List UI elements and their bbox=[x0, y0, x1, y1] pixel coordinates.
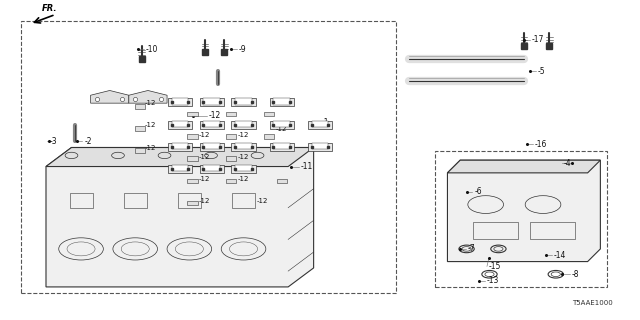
Bar bbox=[232, 99, 255, 106]
Text: -12: -12 bbox=[199, 132, 211, 138]
Bar bbox=[172, 99, 188, 105]
Bar bbox=[273, 121, 290, 127]
Text: -6: -6 bbox=[474, 188, 482, 196]
Bar bbox=[135, 148, 145, 153]
Bar bbox=[168, 121, 192, 129]
Text: -4: -4 bbox=[564, 159, 572, 168]
Bar bbox=[226, 179, 236, 183]
Text: -9: -9 bbox=[239, 45, 246, 54]
Text: -2: -2 bbox=[84, 137, 92, 146]
Bar bbox=[264, 112, 274, 116]
Bar bbox=[178, 194, 201, 208]
Text: -13: -13 bbox=[487, 276, 499, 285]
Text: -12: -12 bbox=[237, 176, 248, 182]
Bar bbox=[204, 165, 220, 171]
Text: -12: -12 bbox=[237, 132, 248, 138]
Bar bbox=[276, 179, 287, 183]
Bar bbox=[473, 222, 518, 239]
Text: -15: -15 bbox=[489, 262, 501, 271]
Bar bbox=[200, 121, 224, 129]
Text: -8: -8 bbox=[572, 270, 579, 279]
Bar bbox=[188, 134, 198, 139]
Text: -10: -10 bbox=[146, 45, 159, 54]
Text: -12: -12 bbox=[209, 111, 221, 120]
Text: -14: -14 bbox=[554, 251, 566, 260]
Text: -1: -1 bbox=[321, 118, 329, 127]
Bar bbox=[273, 143, 290, 149]
Bar bbox=[188, 201, 198, 205]
Bar bbox=[200, 99, 224, 106]
Bar bbox=[70, 194, 93, 208]
Bar bbox=[264, 134, 274, 139]
Bar bbox=[200, 165, 224, 173]
Polygon shape bbox=[129, 91, 167, 103]
Text: -12: -12 bbox=[256, 198, 268, 204]
Text: -12: -12 bbox=[145, 100, 156, 106]
Bar bbox=[236, 165, 252, 171]
Bar bbox=[269, 143, 294, 151]
Bar bbox=[168, 99, 192, 106]
Text: -3: -3 bbox=[49, 137, 57, 146]
Bar bbox=[308, 121, 332, 129]
Text: -17: -17 bbox=[532, 35, 544, 44]
Polygon shape bbox=[447, 160, 600, 173]
Polygon shape bbox=[46, 148, 314, 166]
Bar bbox=[232, 143, 255, 151]
Bar bbox=[232, 194, 255, 208]
Text: T5AAE1000: T5AAE1000 bbox=[572, 300, 613, 306]
Bar bbox=[204, 121, 220, 127]
Text: -12: -12 bbox=[199, 154, 211, 160]
Bar bbox=[168, 165, 192, 173]
Polygon shape bbox=[447, 160, 600, 261]
Text: -11: -11 bbox=[301, 162, 313, 171]
Text: -7: -7 bbox=[468, 244, 476, 253]
Bar bbox=[232, 165, 255, 173]
Bar bbox=[236, 121, 252, 127]
Bar bbox=[273, 99, 290, 105]
Bar bbox=[312, 143, 328, 149]
Bar bbox=[232, 121, 255, 129]
Bar bbox=[188, 156, 198, 161]
Text: -12: -12 bbox=[145, 122, 156, 128]
Text: FR.: FR. bbox=[42, 4, 57, 13]
Bar bbox=[135, 104, 145, 108]
Bar bbox=[308, 143, 332, 151]
Bar bbox=[226, 112, 236, 116]
Bar bbox=[188, 179, 198, 183]
Bar bbox=[200, 143, 224, 151]
Text: -12: -12 bbox=[199, 198, 211, 204]
Bar bbox=[204, 143, 220, 149]
Text: -16: -16 bbox=[535, 140, 547, 149]
Bar bbox=[172, 143, 188, 149]
Bar bbox=[236, 143, 252, 149]
Bar bbox=[135, 126, 145, 131]
Bar bbox=[312, 121, 328, 127]
Bar bbox=[188, 112, 198, 116]
Bar bbox=[172, 165, 188, 171]
Text: -12: -12 bbox=[145, 145, 156, 150]
Bar bbox=[531, 222, 575, 239]
Polygon shape bbox=[46, 148, 314, 287]
Bar bbox=[124, 194, 147, 208]
Bar bbox=[269, 99, 294, 106]
Bar bbox=[269, 121, 294, 129]
Bar bbox=[172, 121, 188, 127]
Text: -12: -12 bbox=[237, 154, 248, 160]
Polygon shape bbox=[91, 91, 129, 103]
Text: -5: -5 bbox=[538, 67, 545, 76]
Bar bbox=[226, 134, 236, 139]
Bar bbox=[236, 99, 252, 105]
Bar bbox=[168, 143, 192, 151]
Bar bbox=[226, 156, 236, 161]
Bar bbox=[204, 99, 220, 105]
Text: -12: -12 bbox=[275, 125, 287, 132]
Text: -12: -12 bbox=[199, 176, 211, 182]
